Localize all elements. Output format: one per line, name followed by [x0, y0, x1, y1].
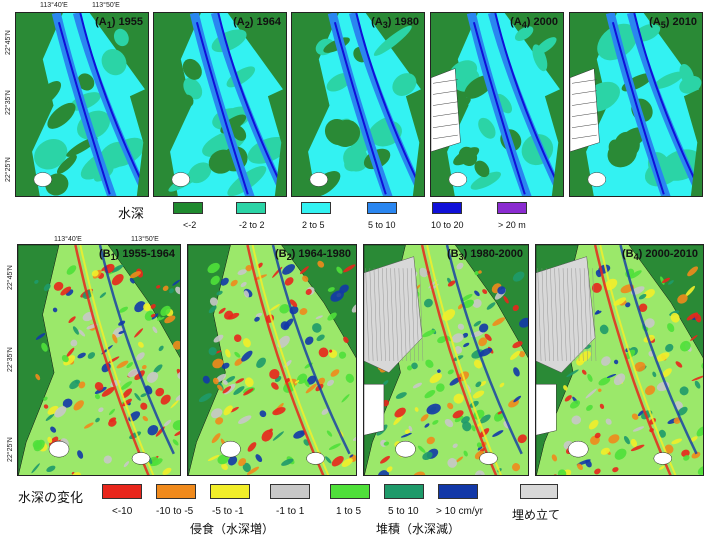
map-panel-a4: (A4) 2000 [430, 12, 564, 197]
change-label-6: 5 to 10 [388, 506, 419, 517]
change-label-5: 1 to 5 [336, 506, 362, 517]
change-label-4: -1 to 1 [276, 506, 305, 517]
depth-swatch-2 [236, 202, 266, 214]
bottom-lon-label-2: 113°50'E [131, 236, 159, 243]
depth-swatch-1 [173, 202, 203, 214]
change-map-b2 [188, 245, 356, 475]
deposition-category-label: 堆積（水深減） [376, 522, 461, 536]
change-legend-title: 水深の変化 [18, 491, 84, 506]
map-panel-b3: (B3) 1980-2000 [363, 244, 529, 476]
change-map-b4 [536, 245, 703, 475]
panel-label-a5: (A5) 2010 [649, 16, 697, 31]
top-lat-label-2: 22°35'N [5, 90, 12, 115]
panel-label-b2: (B2) 1964-1980 [274, 248, 351, 263]
depth-swatch-4 [367, 202, 397, 214]
reclamation-category-label: 埋め立て [512, 508, 561, 522]
map-panel-a2: (A2) 1964 [153, 12, 287, 197]
bathymetry-map-a2 [154, 13, 286, 196]
top-lat-label-1: 22°45'N [5, 30, 12, 55]
change-swatch-1 [102, 484, 142, 499]
top-lon-label-1: 113°40'E [40, 2, 68, 9]
change-label-7: > 10 cm/yr [436, 506, 483, 517]
panel-label-a3: (A3) 1980 [371, 16, 419, 31]
change-swatch-4 [270, 484, 310, 499]
top-lon-label-2: 113°50'E [92, 2, 120, 9]
panel-label-a4: (A4) 2000 [510, 16, 558, 31]
depth-legend-title: 水深 [118, 207, 145, 222]
change-map-b3 [364, 245, 528, 475]
change-swatch-2 [156, 484, 196, 499]
bathymetry-map-a3 [292, 13, 424, 196]
change-label-1: <-10 [112, 506, 133, 517]
bathymetry-map-a4 [431, 13, 563, 196]
change-swatch-7 [438, 484, 478, 499]
map-panel-b1: (B1) 1955-1964 [17, 244, 181, 476]
panel-label-b3: (B3) 1980-2000 [446, 248, 523, 263]
reclamation-swatch [520, 484, 558, 499]
erosion-category-label: 侵食（水深増） [190, 522, 275, 536]
change-swatch-6 [384, 484, 424, 499]
bottom-lat-label-1: 22°45'N [7, 265, 14, 290]
map-panel-a5: (A5) 2010 [569, 12, 703, 197]
depth-label-3: 2 to 5 [302, 220, 325, 230]
depth-swatch-3 [301, 202, 331, 214]
change-label-3: -5 to -1 [212, 506, 244, 517]
depth-label-5: 10 to 20 [431, 220, 464, 230]
panel-label-a2: (A2) 1964 [233, 16, 281, 31]
panel-label-b1: (B1) 1955-1964 [98, 248, 175, 263]
change-map-b1 [18, 245, 180, 475]
bathymetry-map-a1 [16, 13, 148, 196]
map-panel-b2: (B2) 1964-1980 [187, 244, 357, 476]
map-panel-b4: (B4) 2000-2010 [535, 244, 704, 476]
depth-label-2: -2 to 2 [239, 220, 265, 230]
bottom-lon-label-1: 113°40'E [54, 236, 82, 243]
change-label-2: -10 to -5 [156, 506, 194, 517]
depth-label-1: <-2 [183, 220, 197, 230]
bottom-lat-label-3: 22°25'N [7, 437, 14, 462]
depth-swatch-5 [432, 202, 462, 214]
map-panel-a1: (A1) 1955 [15, 12, 149, 197]
depth-swatch-6 [497, 202, 527, 214]
change-swatch-5 [330, 484, 370, 499]
panel-label-a1: (A1) 1955 [95, 16, 143, 31]
top-lat-label-3: 22°25'N [5, 157, 12, 182]
change-swatch-3 [210, 484, 250, 499]
panel-label-b4: (B4) 2000-2010 [621, 248, 698, 263]
depth-label-4: 5 to 10 [368, 220, 396, 230]
map-panel-a3: (A3) 1980 [291, 12, 425, 197]
bottom-lat-label-2: 22°35'N [7, 347, 14, 372]
depth-label-6: > 20 m [498, 220, 526, 230]
bathymetry-map-a5 [570, 13, 702, 196]
